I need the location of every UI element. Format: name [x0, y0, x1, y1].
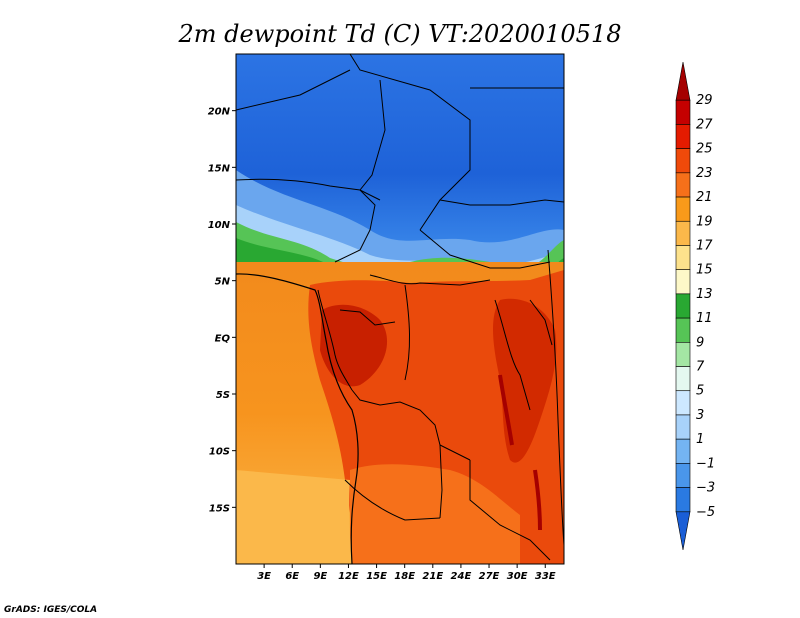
y-tick-label: 10N [208, 220, 231, 231]
colorbar-label: 11 [696, 311, 713, 326]
coastline [236, 273, 359, 564]
x-tick-label: 9E [313, 571, 327, 582]
colorbar-label: 13 [696, 287, 713, 302]
y-tick-label: 5N [215, 277, 231, 288]
x-tick-label: 24E [451, 571, 472, 582]
colorbar-swatch [675, 438, 691, 464]
colorbar-swatch [675, 390, 691, 416]
colorbar-swatch [675, 196, 691, 222]
colorbar-swatch [675, 61, 691, 101]
x-tick-label: 12E [338, 571, 359, 582]
x-tick-label: 27E [479, 571, 500, 582]
colorbar-label: 9 [696, 335, 704, 350]
southern-plateau-field [350, 464, 520, 564]
map-panel [236, 54, 564, 564]
x-axis: 3E 6E 9E 12E 15E 18E 21E 24E 27E 30E 33E [257, 564, 556, 582]
y-tick-label: 15S [209, 503, 230, 514]
east-coast [547, 249, 564, 546]
colorbar-label: −5 [696, 505, 715, 520]
colorbar-label: 15 [696, 263, 713, 278]
map-frame [235, 53, 565, 565]
colorbar-label: 27 [696, 117, 713, 132]
colorbar-label: 7 [696, 360, 705, 375]
colorbar-label: 19 [696, 214, 713, 229]
x-tick-label: 15E [366, 571, 387, 582]
country-borders [236, 54, 564, 561]
colorbar-swatch [675, 99, 691, 125]
y-axis: 20N 15N 10N 5N EQ 5S 10S 15S [208, 107, 236, 514]
colorbar: 29 27 25 23 21 19 17 15 13 11 9 7 5 3 1 −1 −3 −5 [675, 61, 715, 551]
y-tick-label: 20N [208, 107, 231, 118]
colorbar-swatch [675, 148, 691, 174]
x-tick-label: 21E [422, 571, 443, 582]
x-tick-label: 18E [394, 571, 415, 582]
colorbar-swatch [675, 269, 691, 295]
lake-tanganyika [498, 374, 514, 446]
colorbar-label: 1 [696, 432, 704, 447]
colorbar-label: 5 [696, 384, 704, 399]
y-tick-label: 15N [208, 163, 231, 174]
colorbar-swatch [675, 366, 691, 392]
colorbar-swatch [675, 414, 691, 440]
x-tick-label: 30E [507, 571, 528, 582]
colorbar-swatch [675, 511, 691, 551]
colorbar-swatch [675, 245, 691, 270]
ocean-south-light [236, 470, 352, 564]
y-tick-label: 10S [209, 447, 230, 458]
colorbar-label: 3 [696, 408, 704, 423]
colorbar-label: 25 [696, 142, 713, 157]
lake-malawi [533, 469, 542, 531]
colorbar-swatch [675, 124, 691, 149]
colorbar-swatch [675, 342, 691, 367]
y-tick-label: 5S [216, 390, 230, 401]
colorbar-label: 17 [696, 238, 713, 253]
colorbar-label: 23 [696, 166, 713, 181]
y-tick-label: EQ [215, 333, 231, 344]
colorbar-label: 29 [696, 93, 713, 108]
colorbar-swatch [675, 463, 691, 488]
colorbar-label: −1 [696, 456, 715, 471]
colorbar-swatch [675, 172, 691, 198]
colorbar-swatch [675, 220, 691, 246]
colorbar-swatch [675, 317, 691, 343]
x-tick-label: 33E [535, 571, 556, 582]
colorbar-label: −3 [696, 481, 715, 496]
map-title: 2m dewpoint Td (C) VT:2020010518 [178, 20, 622, 48]
hot-core-west [320, 304, 388, 387]
colorbar-swatch [675, 293, 691, 319]
colorbar-label: 21 [696, 190, 713, 205]
x-tick-label: 3E [257, 571, 271, 582]
x-tick-label: 6E [285, 571, 299, 582]
grads-credit: GrADS: IGES/COLA [4, 605, 97, 615]
colorbar-swatch [675, 487, 691, 513]
